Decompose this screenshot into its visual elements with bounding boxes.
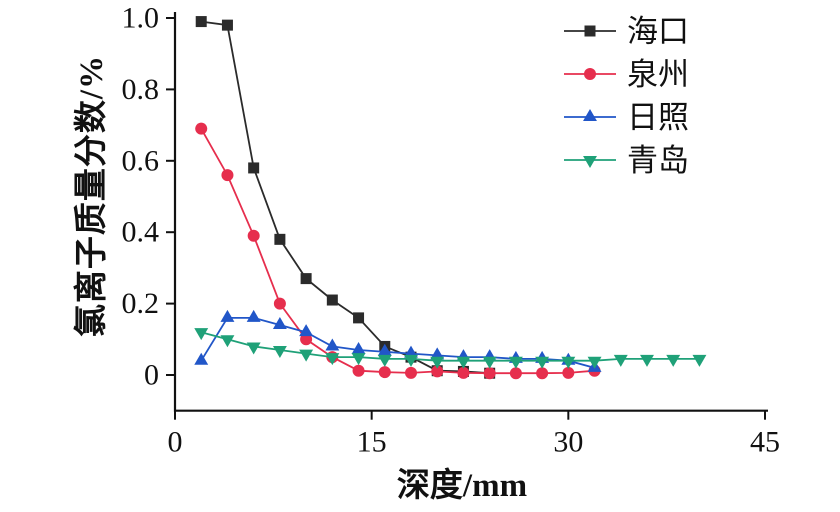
y-tick-label: 0 bbox=[144, 359, 159, 392]
y-tick-label: 0.4 bbox=[122, 216, 160, 249]
triangle-down-marker-icon bbox=[404, 354, 418, 367]
y-axis-label: 氯离子质量分数/% bbox=[74, 54, 110, 338]
legend-sample-haikou bbox=[564, 25, 616, 37]
triangle-up-marker-icon bbox=[430, 347, 445, 360]
square-marker-icon bbox=[274, 233, 286, 245]
square-marker-icon bbox=[326, 294, 338, 306]
x-tick-label: 30 bbox=[553, 426, 583, 459]
triangle-down-marker-icon bbox=[613, 354, 628, 367]
legend-sample-quanzhou bbox=[564, 68, 616, 80]
triangle-down-marker-icon bbox=[220, 335, 235, 348]
triangle-up-marker-icon bbox=[325, 338, 340, 351]
triangle-up-marker-icon bbox=[299, 324, 314, 337]
triangle-down-marker-icon bbox=[561, 356, 576, 369]
x-tick-label: 15 bbox=[357, 426, 387, 459]
series-haikou bbox=[195, 16, 496, 379]
circle-marker-icon bbox=[584, 68, 596, 80]
y-tick-label: 0.2 bbox=[122, 287, 160, 320]
square-marker-icon bbox=[248, 162, 260, 174]
circle-marker-icon bbox=[457, 366, 470, 379]
legend-sample-qingdao bbox=[564, 156, 616, 168]
circle-marker-icon bbox=[536, 367, 549, 380]
circle-marker-icon bbox=[300, 333, 313, 346]
triangle-down-marker-icon bbox=[587, 356, 602, 369]
square-marker-icon bbox=[300, 273, 312, 285]
legend-item-quanzhou: 泉州 bbox=[562, 55, 689, 93]
y-axis-ticks: 0 0.2 0.4 0.6 0.8 1.0 bbox=[122, 2, 175, 392]
square-marker-icon bbox=[353, 312, 365, 324]
triangle-up-marker-icon bbox=[194, 352, 209, 365]
triangle-up-marker-icon bbox=[220, 309, 235, 322]
triangle-up-marker-icon bbox=[377, 343, 392, 356]
triangle-down-marker-icon bbox=[692, 354, 707, 367]
circle-marker-icon bbox=[273, 297, 286, 310]
circle-marker-icon bbox=[221, 169, 234, 182]
triangle-down-marker-icon bbox=[456, 356, 471, 369]
legend-label-qingdao: 青岛 bbox=[627, 142, 689, 178]
legend-sample-rizhao bbox=[564, 109, 616, 121]
legend-label-quanzhou: 泉州 bbox=[627, 56, 689, 92]
circle-marker-icon bbox=[247, 229, 260, 242]
triangle-down-marker-icon bbox=[325, 353, 340, 366]
legend-label-haikou: 海口 bbox=[627, 13, 689, 49]
circle-marker-icon bbox=[195, 122, 208, 135]
y-tick-label: 1.0 bbox=[122, 2, 160, 35]
triangle-down-marker-icon bbox=[535, 356, 550, 369]
circle-marker-icon bbox=[378, 366, 391, 379]
triangle-down-marker-icon bbox=[583, 156, 597, 168]
circle-marker-icon bbox=[483, 367, 496, 380]
triangle-down-marker-icon bbox=[351, 353, 366, 366]
circle-marker-icon bbox=[431, 365, 444, 378]
triangle-up-marker-icon bbox=[351, 342, 366, 355]
circle-marker-icon bbox=[562, 366, 575, 379]
x-axis-ticks: 0 15 30 45 bbox=[168, 410, 780, 459]
y-tick-label: 0.6 bbox=[122, 144, 160, 177]
legend-item-haikou: 海口 bbox=[562, 12, 689, 50]
triangle-down-marker-icon bbox=[377, 354, 392, 367]
triangle-down-marker-icon bbox=[430, 356, 445, 369]
triangle-down-marker-icon bbox=[272, 346, 287, 359]
legend: 海口 泉州 日照 青岛 bbox=[562, 12, 689, 179]
triangle-up-marker-icon bbox=[246, 309, 261, 322]
x-tick-label: 45 bbox=[750, 426, 780, 459]
triangle-down-marker-icon bbox=[482, 356, 497, 369]
legend-item-qingdao: 青岛 bbox=[562, 141, 689, 179]
triangle-down-marker-icon bbox=[246, 342, 261, 355]
square-marker-icon bbox=[584, 25, 596, 37]
y-tick-label: 0.8 bbox=[122, 73, 160, 106]
triangle-down-marker-icon bbox=[666, 354, 681, 367]
series-quanzhou bbox=[195, 122, 601, 380]
series-line-rizhao bbox=[200, 316, 595, 369]
circle-marker-icon bbox=[405, 366, 417, 379]
circle-marker-icon bbox=[509, 367, 522, 380]
circle-marker-icon bbox=[352, 364, 365, 377]
triangle-down-marker-icon bbox=[508, 356, 523, 369]
series-line-quanzhou bbox=[200, 128, 595, 375]
series-qingdao bbox=[194, 328, 707, 369]
x-tick-label: 0 bbox=[168, 426, 183, 459]
series-line-haikou bbox=[201, 20, 490, 375]
triangle-down-marker-icon bbox=[640, 354, 654, 367]
triangle-up-marker-icon bbox=[404, 345, 418, 358]
square-marker-icon bbox=[221, 19, 233, 31]
triangle-down-marker-icon bbox=[299, 349, 314, 362]
legend-label-rizhao: 日照 bbox=[627, 99, 689, 135]
square-marker-icon bbox=[195, 16, 207, 28]
legend-item-rizhao: 日照 bbox=[562, 98, 689, 136]
triangle-down-marker-icon bbox=[194, 328, 209, 341]
triangle-up-marker-icon bbox=[272, 317, 287, 330]
x-axis-label: 深度/mm bbox=[396, 468, 528, 504]
triangle-up-marker-icon bbox=[583, 109, 597, 121]
